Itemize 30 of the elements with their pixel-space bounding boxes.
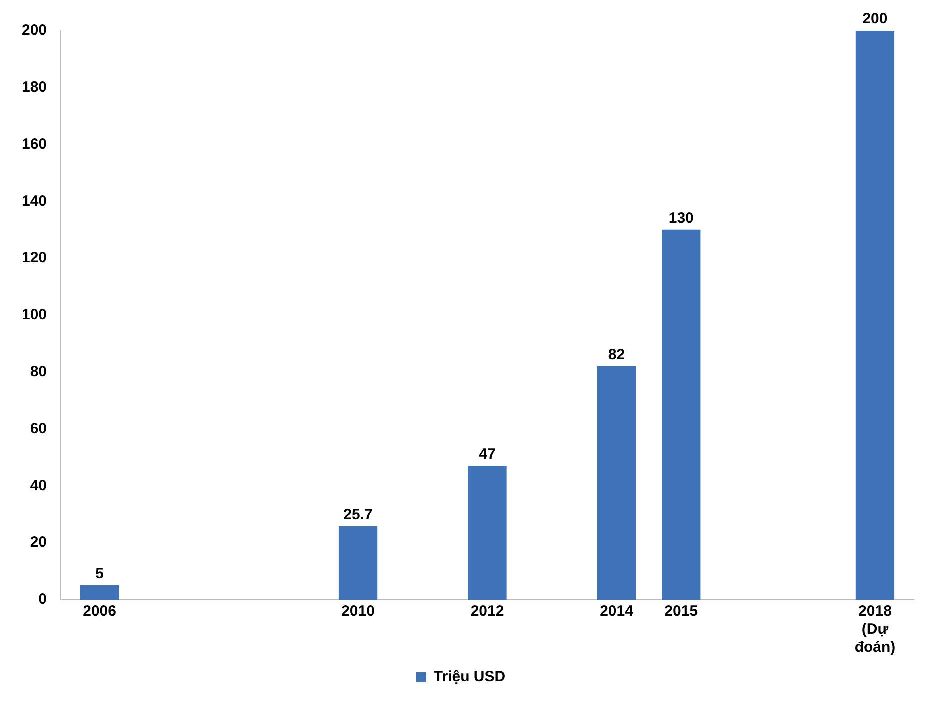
y-tick-label: 200 (22, 22, 48, 40)
data-label: 25.7 (344, 506, 373, 524)
bar (468, 466, 507, 600)
y-tick-label: 120 (22, 250, 48, 267)
y-tick-label: 0 (38, 591, 48, 608)
bar (80, 585, 120, 600)
x-tick-label: 2015 (664, 603, 698, 620)
data-label: 130 (668, 210, 694, 227)
bar (597, 366, 636, 600)
x-tick-label: 2010 (342, 603, 375, 620)
y-tick-label: 160 (22, 136, 48, 153)
y-tick-label: 140 (22, 192, 48, 210)
data-label: 200 (862, 10, 888, 28)
data-label: 5 (96, 565, 104, 582)
x-tick-label: 2018 (Dự đoán) (854, 603, 896, 656)
bar (662, 230, 701, 600)
data-label: 47 (479, 446, 496, 463)
bar (856, 31, 895, 600)
y-tick-label: 40 (30, 477, 48, 494)
data-label: 82 (608, 346, 626, 364)
bar (338, 526, 378, 600)
y-tick-label: 20 (30, 534, 48, 552)
x-tick-label: 2014 (600, 603, 634, 620)
y-tick-label: 60 (30, 420, 48, 438)
x-tick-label: 2012 (470, 603, 504, 620)
y-tick-label: 100 (22, 306, 48, 324)
legend-label: Triệu USD (434, 668, 506, 686)
y-tick-label: 180 (22, 79, 48, 96)
y-tick-label: 80 (30, 364, 48, 381)
x-tick-label: 2006 (83, 603, 116, 620)
